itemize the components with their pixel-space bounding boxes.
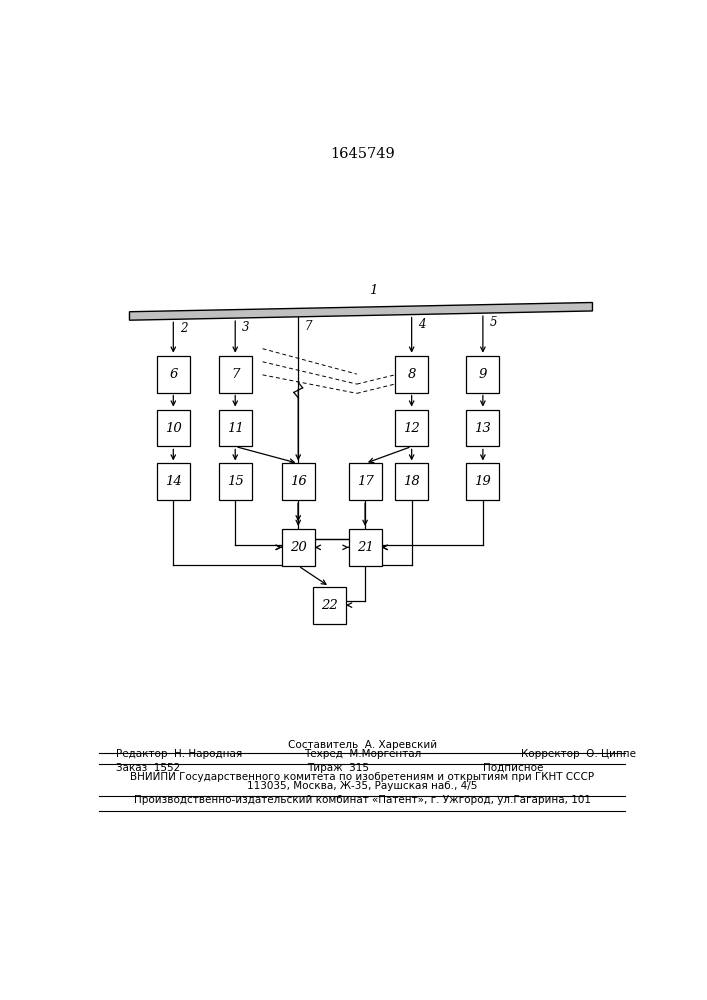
Text: 9: 9	[479, 368, 487, 381]
Text: 6: 6	[169, 368, 177, 381]
Text: Подписное: Подписное	[483, 763, 543, 773]
Text: 7: 7	[231, 368, 240, 381]
Text: 18: 18	[403, 475, 420, 488]
FancyBboxPatch shape	[218, 356, 252, 393]
Text: 22: 22	[321, 599, 338, 612]
Text: Заказ  1552: Заказ 1552	[116, 763, 180, 773]
FancyBboxPatch shape	[349, 463, 382, 500]
Text: 7: 7	[305, 320, 312, 333]
Text: Техред  М.Моргентал: Техред М.Моргентал	[304, 749, 421, 759]
FancyBboxPatch shape	[282, 529, 315, 566]
Text: 3: 3	[242, 321, 250, 334]
Text: 1645749: 1645749	[330, 147, 395, 161]
Text: Тираж  315: Тираж 315	[308, 763, 370, 773]
FancyBboxPatch shape	[467, 463, 499, 500]
FancyBboxPatch shape	[395, 356, 428, 393]
Text: 21: 21	[357, 541, 373, 554]
Text: 5: 5	[489, 316, 497, 329]
Text: ВНИИПИ Государственного комитета по изобретениям и открытиям при ГКНТ СССР: ВНИИПИ Государственного комитета по изоб…	[130, 772, 595, 782]
Text: 10: 10	[165, 422, 182, 434]
Text: Корректор  О. Циппе: Корректор О. Циппе	[521, 749, 636, 759]
FancyBboxPatch shape	[467, 410, 499, 446]
FancyBboxPatch shape	[349, 529, 382, 566]
Text: 19: 19	[474, 475, 491, 488]
FancyBboxPatch shape	[157, 410, 189, 446]
Text: 113035, Москва, Ж-35, Раушская наб., 4/5: 113035, Москва, Ж-35, Раушская наб., 4/5	[247, 781, 477, 791]
Text: 12: 12	[403, 422, 420, 434]
Text: 8: 8	[407, 368, 416, 381]
Text: Редактор  Н. Народная: Редактор Н. Народная	[116, 749, 242, 759]
Text: 15: 15	[227, 475, 244, 488]
FancyBboxPatch shape	[218, 410, 252, 446]
FancyBboxPatch shape	[313, 587, 346, 624]
Text: 17: 17	[357, 475, 373, 488]
Text: 1: 1	[369, 284, 378, 297]
FancyBboxPatch shape	[282, 463, 315, 500]
FancyBboxPatch shape	[157, 463, 189, 500]
Text: 13: 13	[474, 422, 491, 434]
Text: 4: 4	[419, 318, 426, 331]
Text: 11: 11	[227, 422, 244, 434]
Text: 20: 20	[290, 541, 307, 554]
FancyBboxPatch shape	[395, 410, 428, 446]
FancyBboxPatch shape	[467, 356, 499, 393]
Text: Составитель  А. Харевский: Составитель А. Харевский	[288, 740, 437, 750]
FancyBboxPatch shape	[157, 356, 189, 393]
Polygon shape	[129, 302, 592, 320]
Text: 14: 14	[165, 475, 182, 488]
FancyBboxPatch shape	[218, 463, 252, 500]
Text: 2: 2	[180, 322, 187, 335]
FancyBboxPatch shape	[395, 463, 428, 500]
Text: 16: 16	[290, 475, 307, 488]
Text: Производственно-издательский комбинат «Патент», г. Ужгород, ул.Гагарина, 101: Производственно-издательский комбинат «П…	[134, 795, 591, 805]
